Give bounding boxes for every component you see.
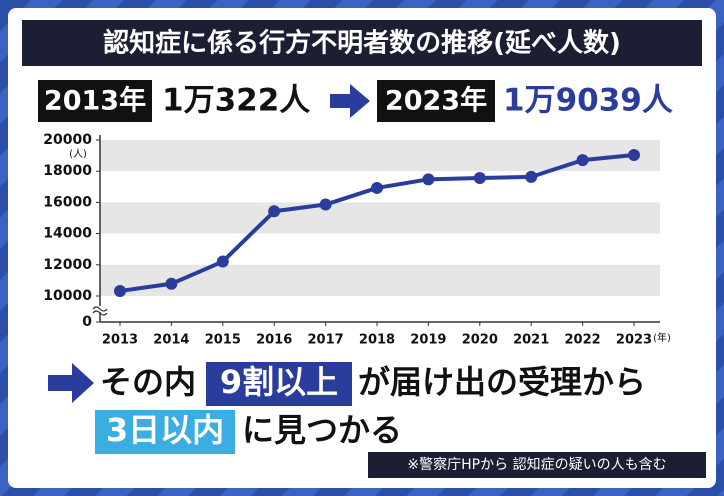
grid-band (100, 264, 660, 296)
callout-text: が届け出の受理から (358, 363, 646, 401)
x-tick-label: 2017 (308, 333, 344, 348)
arrow (48, 363, 94, 403)
panel (8, 8, 716, 488)
marker (165, 277, 178, 290)
footnote: ※警察庁HPから 認知症の疑いの人も含む (407, 456, 666, 473)
callout-text: その内 (100, 363, 196, 401)
axis-break (92, 306, 108, 316)
callout-text: に見つかる (242, 411, 402, 449)
x-unit: (年) (653, 331, 671, 344)
x-tick-label: 2023 (616, 333, 652, 348)
arrow (330, 84, 370, 118)
chart-title: 認知症に係る行方不明者数の推移(延べ人数) (103, 28, 621, 59)
y-tick-label: 16000 (43, 194, 92, 210)
y-tick-label: 14000 (43, 226, 92, 242)
headline-year: 2023年 (385, 85, 487, 117)
marker (216, 255, 229, 268)
note-box (368, 452, 706, 478)
marker (576, 154, 589, 167)
marker (319, 198, 332, 211)
marker (628, 148, 640, 161)
x-tick-label: 2020 (462, 333, 498, 348)
x-tick-label: 2016 (256, 333, 292, 348)
marker (371, 181, 383, 194)
x-tick-label: 2015 (205, 333, 241, 348)
x-tick-label: 2013 (102, 333, 138, 348)
y-tick-label: 10000 (43, 288, 92, 304)
x-tick-label: 2021 (513, 333, 549, 348)
marker (268, 205, 281, 218)
marker (525, 170, 538, 183)
y-unit: (人) (69, 148, 87, 160)
marker (114, 284, 126, 297)
y-tick-label: 0 (82, 314, 92, 330)
y-tick-label: 18000 (43, 163, 92, 179)
x-tick-label: 2018 (359, 333, 395, 348)
grid-band (100, 140, 660, 172)
marker (473, 171, 486, 184)
headline-value: 1万9039人 (503, 83, 673, 119)
callout-box (95, 410, 235, 454)
plot: 0 10000 12000 14000 16000 18000 20000(人) 2013 20… (43, 132, 671, 348)
headline-value: 1万322人 (162, 83, 310, 119)
y-tick-label: 12000 (43, 257, 92, 273)
x-tick-label: 2014 (153, 333, 189, 348)
title-bar (22, 20, 702, 66)
x-tick-label: 2022 (565, 333, 601, 348)
headline-year: 2013年 (44, 85, 146, 117)
x-tick-label: 2019 (410, 333, 446, 348)
marker (422, 173, 435, 186)
year-box (377, 80, 495, 122)
callout-box (206, 362, 352, 406)
callout-text: 9割以上 (220, 363, 338, 401)
year-box (38, 80, 152, 122)
y-tick-label: 20000 (43, 132, 92, 148)
grid-band (100, 202, 660, 234)
callout-text: 3日以内 (106, 411, 224, 449)
